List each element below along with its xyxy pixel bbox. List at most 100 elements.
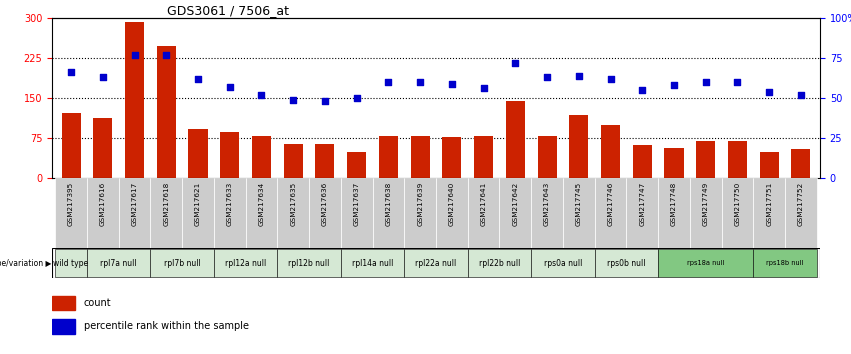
FancyBboxPatch shape bbox=[373, 178, 404, 248]
FancyBboxPatch shape bbox=[753, 249, 817, 278]
FancyBboxPatch shape bbox=[309, 178, 340, 248]
Text: GSM217617: GSM217617 bbox=[132, 182, 138, 226]
FancyBboxPatch shape bbox=[55, 178, 87, 248]
Point bbox=[96, 74, 110, 80]
Bar bbox=[252, 136, 271, 178]
Text: GDS3061 / 7506_at: GDS3061 / 7506_at bbox=[167, 4, 289, 17]
Text: rps18a null: rps18a null bbox=[687, 260, 724, 266]
FancyBboxPatch shape bbox=[340, 249, 404, 278]
FancyBboxPatch shape bbox=[214, 249, 277, 278]
FancyBboxPatch shape bbox=[214, 178, 246, 248]
Text: rpl7b null: rpl7b null bbox=[163, 258, 201, 268]
Text: GSM217745: GSM217745 bbox=[576, 182, 582, 226]
FancyBboxPatch shape bbox=[753, 178, 785, 248]
FancyBboxPatch shape bbox=[468, 249, 531, 278]
FancyBboxPatch shape bbox=[87, 178, 118, 248]
Point bbox=[477, 86, 490, 91]
FancyBboxPatch shape bbox=[151, 249, 214, 278]
Point bbox=[64, 70, 77, 75]
Text: GSM217635: GSM217635 bbox=[290, 182, 296, 226]
Point bbox=[636, 87, 649, 93]
Bar bbox=[283, 144, 303, 178]
FancyBboxPatch shape bbox=[500, 178, 531, 248]
Point bbox=[254, 92, 268, 98]
FancyBboxPatch shape bbox=[531, 178, 563, 248]
FancyBboxPatch shape bbox=[531, 249, 595, 278]
Bar bbox=[220, 132, 239, 178]
Bar bbox=[316, 144, 334, 178]
Text: genotype/variation ▶: genotype/variation ▶ bbox=[0, 258, 51, 268]
FancyBboxPatch shape bbox=[658, 249, 753, 278]
Text: rps18b null: rps18b null bbox=[767, 260, 804, 266]
Point bbox=[699, 79, 712, 85]
FancyBboxPatch shape bbox=[436, 178, 468, 248]
Text: GSM217616: GSM217616 bbox=[100, 182, 106, 226]
Bar bbox=[569, 115, 588, 178]
Point bbox=[381, 79, 395, 85]
Point bbox=[667, 82, 681, 88]
Text: rpl14a null: rpl14a null bbox=[351, 258, 393, 268]
Bar bbox=[728, 141, 747, 178]
Bar bbox=[760, 152, 779, 178]
Bar bbox=[52, 296, 75, 310]
Bar bbox=[601, 125, 620, 178]
Bar bbox=[94, 118, 112, 178]
Bar bbox=[665, 148, 683, 178]
Bar bbox=[633, 145, 652, 178]
FancyBboxPatch shape bbox=[468, 178, 500, 248]
Text: rpl7a null: rpl7a null bbox=[100, 258, 137, 268]
Text: GSM217638: GSM217638 bbox=[386, 182, 391, 226]
Text: GSM217641: GSM217641 bbox=[481, 182, 487, 226]
Bar bbox=[379, 136, 398, 178]
FancyBboxPatch shape bbox=[785, 178, 817, 248]
Text: GSM217395: GSM217395 bbox=[68, 182, 74, 226]
Point bbox=[603, 76, 617, 82]
Point bbox=[509, 60, 523, 65]
Bar bbox=[411, 136, 430, 178]
Bar bbox=[443, 137, 461, 178]
Bar bbox=[52, 319, 75, 333]
FancyBboxPatch shape bbox=[182, 178, 214, 248]
Point bbox=[762, 89, 776, 95]
Text: rps0b null: rps0b null bbox=[607, 258, 646, 268]
Text: percentile rank within the sample: percentile rank within the sample bbox=[83, 321, 248, 331]
FancyBboxPatch shape bbox=[722, 178, 753, 248]
Bar bbox=[347, 153, 366, 178]
Bar bbox=[538, 136, 557, 178]
Text: count: count bbox=[83, 298, 111, 308]
FancyBboxPatch shape bbox=[595, 178, 626, 248]
Text: rpl12a null: rpl12a null bbox=[225, 258, 266, 268]
Text: GSM217639: GSM217639 bbox=[417, 182, 423, 226]
Text: GSM217750: GSM217750 bbox=[734, 182, 740, 226]
Point bbox=[128, 52, 141, 58]
Text: GSM217637: GSM217637 bbox=[354, 182, 360, 226]
Text: rpl22a null: rpl22a null bbox=[415, 258, 457, 268]
FancyBboxPatch shape bbox=[404, 178, 436, 248]
Point bbox=[223, 84, 237, 90]
Bar bbox=[474, 136, 493, 178]
Point bbox=[445, 81, 459, 86]
Point bbox=[794, 92, 808, 98]
Text: rpl12b null: rpl12b null bbox=[288, 258, 329, 268]
FancyBboxPatch shape bbox=[404, 249, 468, 278]
Text: GSM217746: GSM217746 bbox=[608, 182, 614, 226]
Point bbox=[540, 74, 554, 80]
Point bbox=[350, 95, 363, 101]
FancyBboxPatch shape bbox=[658, 178, 690, 248]
Text: GSM217748: GSM217748 bbox=[671, 182, 677, 226]
Bar bbox=[188, 129, 208, 178]
Point bbox=[572, 73, 585, 79]
Text: GSM217618: GSM217618 bbox=[163, 182, 169, 226]
FancyBboxPatch shape bbox=[87, 249, 151, 278]
Text: rpl22b null: rpl22b null bbox=[479, 258, 520, 268]
Point bbox=[191, 76, 205, 82]
FancyBboxPatch shape bbox=[277, 178, 309, 248]
Text: GSM217636: GSM217636 bbox=[322, 182, 328, 226]
Text: GSM217751: GSM217751 bbox=[766, 182, 772, 226]
Text: GSM217621: GSM217621 bbox=[195, 182, 201, 226]
Text: GSM217642: GSM217642 bbox=[512, 182, 518, 226]
Text: GSM217643: GSM217643 bbox=[544, 182, 550, 226]
Point bbox=[159, 52, 173, 58]
Text: GSM217747: GSM217747 bbox=[639, 182, 645, 226]
Text: GSM217752: GSM217752 bbox=[798, 182, 804, 226]
